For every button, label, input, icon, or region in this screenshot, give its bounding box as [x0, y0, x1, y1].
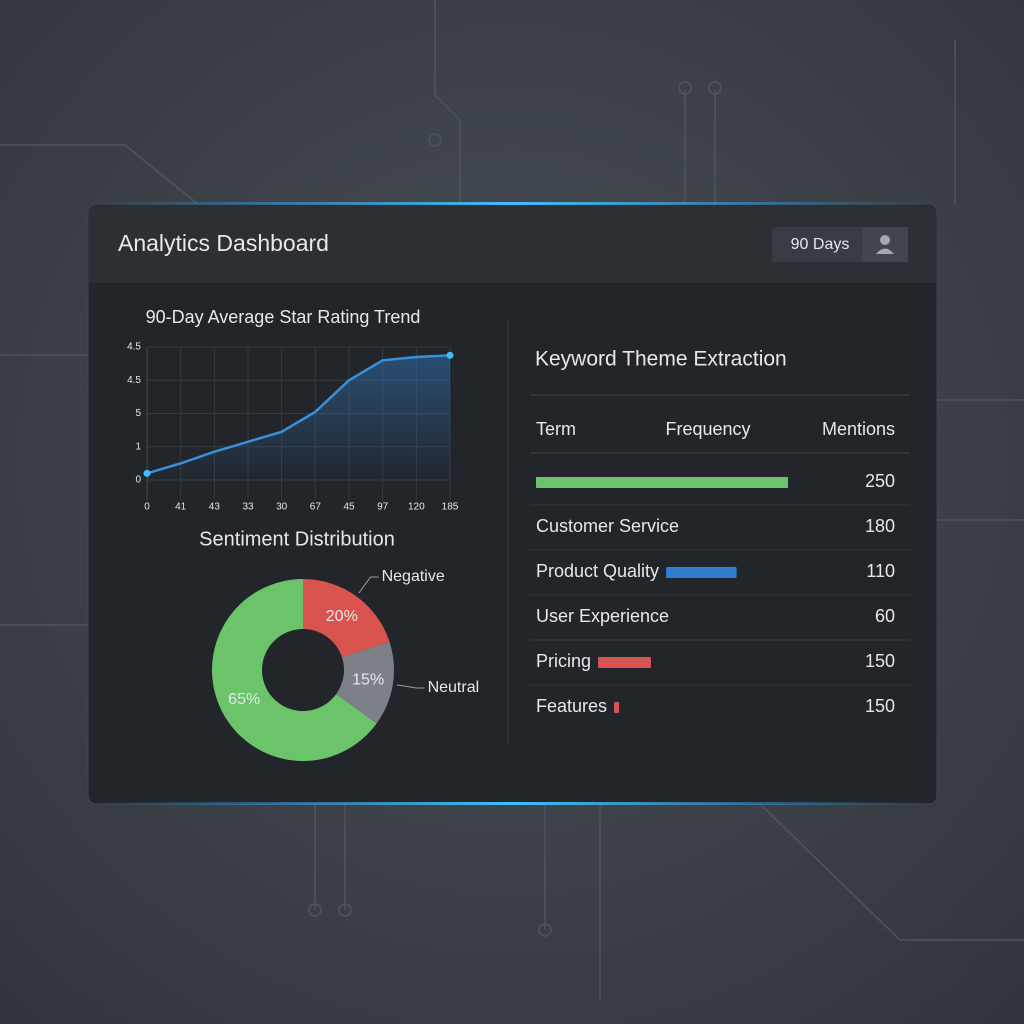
slice-value-label: 65%	[228, 691, 260, 708]
frequency-bar	[598, 657, 651, 668]
mentions-cell: 110	[866, 561, 895, 581]
term-cell: Features	[536, 696, 607, 716]
column-header: Mentions	[822, 419, 895, 439]
leader-line	[396, 684, 425, 689]
slice-value-label: 20%	[326, 608, 358, 625]
x-tick-label: 97	[377, 502, 389, 513]
line-area	[147, 355, 450, 480]
y-tick-label: 4.5	[127, 342, 141, 353]
term-cell: Pricing	[536, 651, 591, 671]
line-endpoint	[446, 351, 454, 359]
slice-value-label: 15%	[352, 672, 384, 689]
y-tick-label: 5	[135, 408, 141, 419]
mentions-cell: 250	[865, 471, 895, 491]
panel-glow	[88, 202, 937, 205]
mentions-cell: 150	[865, 696, 895, 716]
header-bar	[89, 205, 936, 283]
line-endpoint	[143, 469, 151, 477]
circuit-decoration	[0, 0, 1024, 1000]
chart-title: Sentiment Distribution	[199, 528, 395, 550]
pie-slice	[211, 579, 377, 762]
line-series	[146, 354, 451, 475]
x-tick-label: 33	[242, 502, 254, 513]
x-tick-label: 67	[310, 502, 322, 513]
term-cell: Customer Service	[536, 516, 679, 536]
x-tick-label: 120	[408, 502, 425, 513]
frequency-bar	[666, 567, 737, 578]
y-tick-label: 4.5	[127, 375, 141, 386]
term-cell: Product Quality	[536, 561, 659, 581]
x-tick-label: 45	[343, 502, 355, 513]
range-label[interactable]: 90 Days	[791, 236, 850, 253]
user-icon	[876, 248, 894, 254]
chart-title: 90-Day Average Star Rating Trend	[146, 307, 421, 327]
mentions-cell: 60	[875, 606, 895, 626]
slice-name-label: Neutral	[428, 679, 480, 696]
user-icon	[880, 235, 890, 245]
column-header: Frequency	[665, 419, 750, 439]
y-tick-label: 0	[135, 475, 141, 486]
slice-name-label: Negative	[382, 568, 445, 585]
term-cell: User Experience	[536, 606, 669, 626]
header-title: Analytics Dashboard	[118, 230, 329, 256]
mentions-cell: 180	[865, 516, 895, 536]
pie-slice	[303, 579, 390, 658]
panel-glow	[88, 802, 937, 805]
x-tick-label: 185	[442, 502, 459, 513]
table-title: Keyword Theme Extraction	[535, 348, 787, 371]
x-tick-label: 30	[276, 502, 288, 513]
mentions-cell: 150	[865, 651, 895, 671]
x-tick-label: 41	[175, 502, 187, 513]
x-tick-label: 43	[209, 502, 221, 513]
x-tick-label: 0	[144, 502, 150, 513]
leader-line	[358, 576, 379, 594]
frequency-bar	[614, 702, 620, 713]
pie-slice	[336, 641, 394, 724]
column-header: Term	[536, 419, 576, 439]
frequency-bar	[536, 477, 788, 488]
y-tick-label: 1	[135, 441, 141, 452]
